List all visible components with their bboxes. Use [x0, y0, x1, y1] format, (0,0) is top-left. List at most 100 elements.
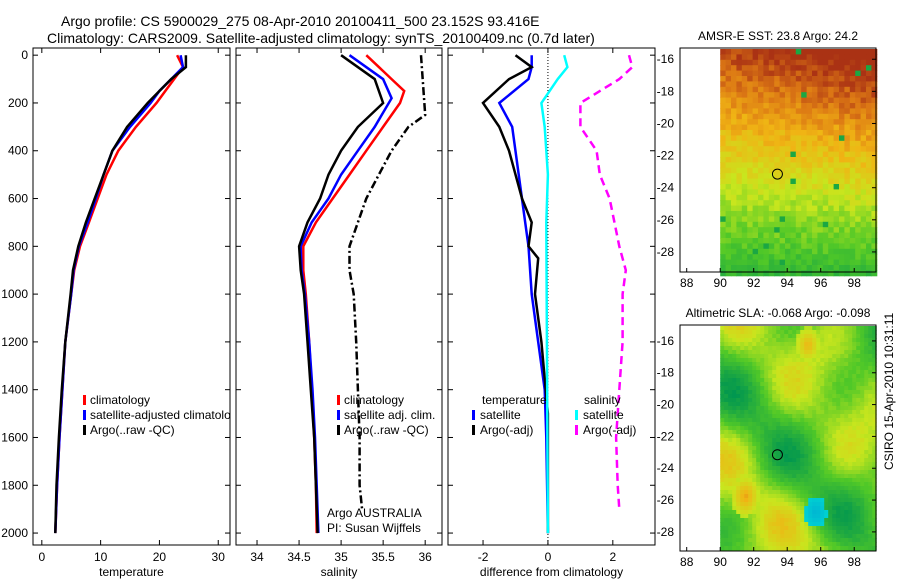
- heatmap-cell: [800, 482, 805, 487]
- heatmap-cell: [779, 205, 786, 212]
- heatmap-cell: [776, 374, 781, 379]
- heatmap-cell: [817, 243, 824, 250]
- legend-label: Argo(..raw -QC): [90, 423, 175, 437]
- heatmap-cell: [772, 538, 777, 543]
- heatmap-cell: [824, 334, 829, 339]
- heatmap-cell: [792, 390, 797, 395]
- heatmap-cell: [795, 146, 802, 153]
- heatmap-cell: [848, 354, 853, 359]
- heatmap-cell: [776, 514, 781, 519]
- heatmap-cell: [868, 538, 873, 543]
- heatmap-cell: [720, 265, 727, 271]
- heatmap-cell: [804, 398, 809, 403]
- heatmap-cell: [824, 394, 829, 399]
- heatmap-cell: [840, 426, 845, 431]
- heatmap-cell: [724, 494, 729, 499]
- heatmap-cell: [774, 265, 781, 271]
- heatmap-cell: [776, 442, 781, 447]
- heatmap-cell: [740, 334, 745, 339]
- heatmap-cell: [864, 526, 869, 531]
- heatmap-cell: [728, 518, 733, 523]
- heatmap-cell: [772, 442, 777, 447]
- heatmap-cell: [752, 248, 759, 255]
- heatmap-cell: [764, 526, 769, 531]
- heatmap-cell: [824, 434, 829, 439]
- heatmap-cell: [747, 238, 754, 244]
- heatmap-cell: [752, 49, 759, 55]
- heatmap-cell: [744, 462, 749, 467]
- heatmap-cell: [820, 538, 825, 543]
- heatmap-cell: [864, 430, 869, 435]
- title-line-2: Climatology: CARS2009. Satellite-adjuste…: [47, 30, 595, 46]
- heatmap-cell: [790, 54, 797, 61]
- heatmap-cell: [856, 402, 861, 407]
- heatmap-cell: [764, 530, 769, 535]
- heatmap-cell: [840, 398, 845, 403]
- heatmap-cell: [720, 522, 725, 527]
- heatmap-cell: [864, 366, 869, 371]
- heatmap-cell: [758, 178, 764, 185]
- heatmap-cell: [855, 270, 862, 277]
- heatmap-cell: [776, 530, 781, 535]
- heatmap-cell: [763, 216, 770, 223]
- heatmap-cell: [740, 434, 745, 439]
- heatmap-cell: [720, 542, 725, 547]
- heatmap-cell: [732, 522, 737, 527]
- heatmap-cell: [855, 200, 862, 207]
- heatmap-cell: [724, 370, 729, 375]
- heatmap-cell: [848, 458, 853, 463]
- heatmap-cell: [836, 478, 841, 483]
- heatmap-cell: [760, 378, 765, 383]
- heatmap-cell: [764, 398, 769, 403]
- heatmap-cell: [848, 530, 853, 535]
- heatmap-cell: [772, 542, 777, 547]
- heatmap-cell: [820, 394, 825, 399]
- heatmap-cell: [744, 414, 749, 419]
- heatmap-cell: [817, 49, 824, 55]
- heatmap-cell: [832, 362, 837, 367]
- heatmap-cell: [812, 410, 817, 415]
- heatmap-cell: [792, 354, 797, 359]
- heatmap-cell: [772, 382, 777, 387]
- heatmap-cell: [817, 238, 824, 244]
- heatmap-cell: [720, 454, 725, 459]
- heatmap-cell: [860, 358, 865, 363]
- heatmap-cell: [817, 151, 824, 158]
- heatmap-cell: [790, 65, 797, 72]
- heatmap-cell: [779, 243, 786, 250]
- heatmap-cell: [836, 514, 841, 519]
- heatmap-cell: [792, 454, 797, 459]
- heatmap-cell: [817, 270, 824, 277]
- heatmap-cell: [855, 65, 862, 72]
- heatmap-cell: [784, 510, 789, 515]
- heatmap-cell: [731, 119, 737, 126]
- heatmap-cell: [768, 414, 773, 419]
- heatmap-cell: [776, 486, 781, 491]
- heatmap-cell: [820, 422, 825, 427]
- heatmap-cell: [776, 502, 781, 507]
- heatmap-cell: [792, 486, 797, 491]
- heatmap-cell: [871, 227, 878, 234]
- heatmap-cell: [848, 474, 853, 479]
- heatmap-cell: [736, 466, 741, 471]
- heatmap-cell: [856, 410, 861, 415]
- heatmap-cell: [801, 146, 808, 153]
- heatmap-cell: [860, 438, 865, 443]
- heatmap-cell: [790, 254, 797, 261]
- heatmap-cell: [779, 130, 786, 136]
- heatmap-cell: [844, 458, 849, 463]
- heatmap-cell: [720, 130, 727, 136]
- heatmap-cell: [824, 530, 829, 535]
- heatmap-cell: [839, 76, 845, 82]
- heatmap-cell: [848, 466, 853, 471]
- heatmap-cell: [864, 386, 869, 391]
- heatmap-cell: [736, 119, 743, 126]
- y-tick-label: -28: [657, 525, 675, 539]
- heatmap-cell: [856, 366, 861, 371]
- heatmap-cell: [736, 330, 741, 335]
- heatmap-cell: [812, 140, 818, 147]
- heatmap-cell: [768, 506, 773, 511]
- heatmap-cell: [724, 390, 729, 395]
- heatmap-cell: [848, 334, 853, 339]
